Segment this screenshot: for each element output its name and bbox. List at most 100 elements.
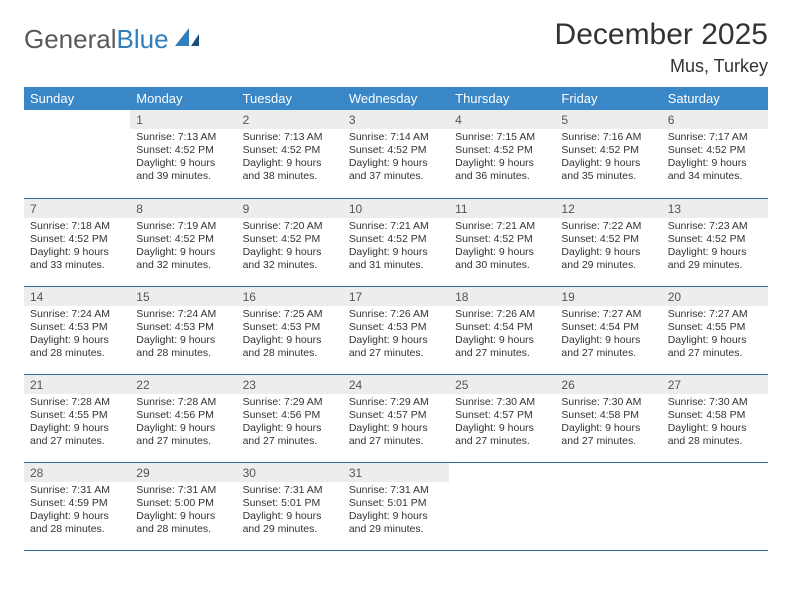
- sunset-text: Sunset: 4:52 PM: [668, 233, 762, 246]
- sunrise-text: Sunrise: 7:15 AM: [455, 131, 549, 144]
- calendar-cell: 13Sunrise: 7:23 AMSunset: 4:52 PMDayligh…: [662, 198, 768, 286]
- weekday-header: Saturday: [662, 87, 768, 110]
- day-details: Sunrise: 7:27 AMSunset: 4:55 PMDaylight:…: [662, 306, 768, 365]
- sunrise-text: Sunrise: 7:26 AM: [455, 308, 549, 321]
- day-details: Sunrise: 7:25 AMSunset: 4:53 PMDaylight:…: [237, 306, 343, 365]
- weekday-header: Thursday: [449, 87, 555, 110]
- calendar-row: 14Sunrise: 7:24 AMSunset: 4:53 PMDayligh…: [24, 286, 768, 374]
- calendar-row: 1Sunrise: 7:13 AMSunset: 4:52 PMDaylight…: [24, 110, 768, 198]
- calendar-cell: 5Sunrise: 7:16 AMSunset: 4:52 PMDaylight…: [555, 110, 661, 198]
- day-number: [24, 110, 130, 115]
- day-details: Sunrise: 7:24 AMSunset: 4:53 PMDaylight:…: [130, 306, 236, 365]
- sunrise-text: Sunrise: 7:27 AM: [668, 308, 762, 321]
- daylight-text: Daylight: 9 hours and 28 minutes.: [243, 334, 337, 360]
- daylight-text: Daylight: 9 hours and 33 minutes.: [30, 246, 124, 272]
- calendar-row: 7Sunrise: 7:18 AMSunset: 4:52 PMDaylight…: [24, 198, 768, 286]
- sunrise-text: Sunrise: 7:31 AM: [136, 484, 230, 497]
- calendar-cell: 30Sunrise: 7:31 AMSunset: 5:01 PMDayligh…: [237, 462, 343, 550]
- day-number: 6: [662, 110, 768, 129]
- day-number: 12: [555, 199, 661, 218]
- sunrise-text: Sunrise: 7:31 AM: [243, 484, 337, 497]
- calendar-cell: 29Sunrise: 7:31 AMSunset: 5:00 PMDayligh…: [130, 462, 236, 550]
- day-details: Sunrise: 7:29 AMSunset: 4:57 PMDaylight:…: [343, 394, 449, 453]
- daylight-text: Daylight: 9 hours and 35 minutes.: [561, 157, 655, 183]
- logo-text-blue: Blue: [117, 24, 169, 55]
- weekday-header: Sunday: [24, 87, 130, 110]
- sunrise-text: Sunrise: 7:16 AM: [561, 131, 655, 144]
- sunrise-text: Sunrise: 7:24 AM: [136, 308, 230, 321]
- calendar-cell: 16Sunrise: 7:25 AMSunset: 4:53 PMDayligh…: [237, 286, 343, 374]
- sunset-text: Sunset: 4:52 PM: [668, 144, 762, 157]
- sunrise-text: Sunrise: 7:29 AM: [349, 396, 443, 409]
- sunset-text: Sunset: 4:52 PM: [243, 233, 337, 246]
- day-details: Sunrise: 7:27 AMSunset: 4:54 PMDaylight:…: [555, 306, 661, 365]
- day-details: Sunrise: 7:31 AMSunset: 5:01 PMDaylight:…: [343, 482, 449, 541]
- sunset-text: Sunset: 4:52 PM: [30, 233, 124, 246]
- sunrise-text: Sunrise: 7:13 AM: [243, 131, 337, 144]
- day-details: Sunrise: 7:13 AMSunset: 4:52 PMDaylight:…: [130, 129, 236, 188]
- weekday-header: Wednesday: [343, 87, 449, 110]
- sunset-text: Sunset: 4:55 PM: [668, 321, 762, 334]
- sunset-text: Sunset: 5:01 PM: [349, 497, 443, 510]
- day-number: 28: [24, 463, 130, 482]
- day-number: 1: [130, 110, 236, 129]
- day-number: 20: [662, 287, 768, 306]
- day-number: 11: [449, 199, 555, 218]
- calendar-cell: 28Sunrise: 7:31 AMSunset: 4:59 PMDayligh…: [24, 462, 130, 550]
- calendar-cell: 23Sunrise: 7:29 AMSunset: 4:56 PMDayligh…: [237, 374, 343, 462]
- calendar-cell: 31Sunrise: 7:31 AMSunset: 5:01 PMDayligh…: [343, 462, 449, 550]
- daylight-text: Daylight: 9 hours and 29 minutes.: [243, 510, 337, 536]
- calendar-cell: 11Sunrise: 7:21 AMSunset: 4:52 PMDayligh…: [449, 198, 555, 286]
- daylight-text: Daylight: 9 hours and 29 minutes.: [561, 246, 655, 272]
- calendar-cell: 3Sunrise: 7:14 AMSunset: 4:52 PMDaylight…: [343, 110, 449, 198]
- day-details: Sunrise: 7:29 AMSunset: 4:56 PMDaylight:…: [237, 394, 343, 453]
- sunset-text: Sunset: 4:56 PM: [243, 409, 337, 422]
- calendar-row: 28Sunrise: 7:31 AMSunset: 4:59 PMDayligh…: [24, 462, 768, 550]
- sunrise-text: Sunrise: 7:17 AM: [668, 131, 762, 144]
- day-number: 10: [343, 199, 449, 218]
- location: Mus, Turkey: [555, 56, 768, 77]
- sunrise-text: Sunrise: 7:28 AM: [136, 396, 230, 409]
- calendar-table: Sunday Monday Tuesday Wednesday Thursday…: [24, 87, 768, 551]
- sunrise-text: Sunrise: 7:30 AM: [668, 396, 762, 409]
- daylight-text: Daylight: 9 hours and 27 minutes.: [668, 334, 762, 360]
- day-number: 17: [343, 287, 449, 306]
- day-number: 26: [555, 375, 661, 394]
- day-details: Sunrise: 7:23 AMSunset: 4:52 PMDaylight:…: [662, 218, 768, 277]
- day-details: Sunrise: 7:30 AMSunset: 4:58 PMDaylight:…: [662, 394, 768, 453]
- sunrise-text: Sunrise: 7:21 AM: [455, 220, 549, 233]
- calendar-head: Sunday Monday Tuesday Wednesday Thursday…: [24, 87, 768, 110]
- day-details: Sunrise: 7:15 AMSunset: 4:52 PMDaylight:…: [449, 129, 555, 188]
- sunset-text: Sunset: 4:52 PM: [243, 144, 337, 157]
- sunrise-text: Sunrise: 7:27 AM: [561, 308, 655, 321]
- day-number: 7: [24, 199, 130, 218]
- daylight-text: Daylight: 9 hours and 38 minutes.: [243, 157, 337, 183]
- month-title: December 2025: [555, 18, 768, 52]
- weekday-header: Friday: [555, 87, 661, 110]
- day-number: 21: [24, 375, 130, 394]
- day-details: Sunrise: 7:30 AMSunset: 4:57 PMDaylight:…: [449, 394, 555, 453]
- calendar-cell: [555, 462, 661, 550]
- day-details: Sunrise: 7:14 AMSunset: 4:52 PMDaylight:…: [343, 129, 449, 188]
- sunset-text: Sunset: 4:52 PM: [349, 233, 443, 246]
- sunset-text: Sunset: 4:52 PM: [455, 144, 549, 157]
- sunrise-text: Sunrise: 7:21 AM: [349, 220, 443, 233]
- daylight-text: Daylight: 9 hours and 27 minutes.: [455, 422, 549, 448]
- sunset-text: Sunset: 4:53 PM: [30, 321, 124, 334]
- day-number: 14: [24, 287, 130, 306]
- calendar-row: 21Sunrise: 7:28 AMSunset: 4:55 PMDayligh…: [24, 374, 768, 462]
- calendar-cell: 25Sunrise: 7:30 AMSunset: 4:57 PMDayligh…: [449, 374, 555, 462]
- day-details: Sunrise: 7:26 AMSunset: 4:54 PMDaylight:…: [449, 306, 555, 365]
- day-details: Sunrise: 7:20 AMSunset: 4:52 PMDaylight:…: [237, 218, 343, 277]
- sunset-text: Sunset: 4:53 PM: [243, 321, 337, 334]
- daylight-text: Daylight: 9 hours and 27 minutes.: [561, 334, 655, 360]
- day-details: Sunrise: 7:31 AMSunset: 4:59 PMDaylight:…: [24, 482, 130, 541]
- daylight-text: Daylight: 9 hours and 31 minutes.: [349, 246, 443, 272]
- daylight-text: Daylight: 9 hours and 28 minutes.: [30, 334, 124, 360]
- sunrise-text: Sunrise: 7:29 AM: [243, 396, 337, 409]
- day-details: Sunrise: 7:19 AMSunset: 4:52 PMDaylight:…: [130, 218, 236, 277]
- calendar-cell: 21Sunrise: 7:28 AMSunset: 4:55 PMDayligh…: [24, 374, 130, 462]
- sunset-text: Sunset: 4:54 PM: [455, 321, 549, 334]
- calendar-cell: 6Sunrise: 7:17 AMSunset: 4:52 PMDaylight…: [662, 110, 768, 198]
- day-details: Sunrise: 7:17 AMSunset: 4:52 PMDaylight:…: [662, 129, 768, 188]
